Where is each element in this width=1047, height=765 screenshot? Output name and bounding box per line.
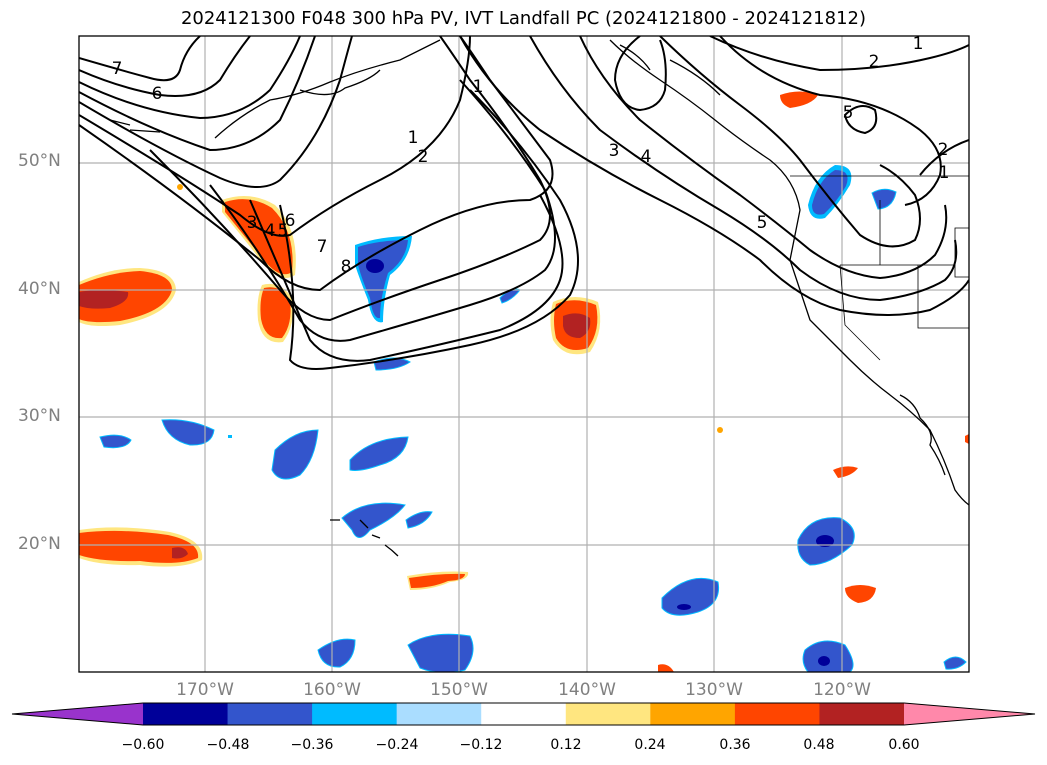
contour-label: 4 [641, 147, 652, 167]
colorbar-extend-high [904, 703, 1035, 725]
colorbar-segment [819, 703, 905, 725]
contour-label: 8 [341, 257, 352, 277]
colorbar-tick-label: −0.60 [121, 737, 165, 753]
lon-tick-label: 140°W [558, 680, 616, 700]
contour-label: 5 [278, 221, 289, 241]
colorbar-segment [396, 703, 482, 725]
colorbar-tick-label: −0.12 [459, 737, 503, 753]
colorbar-tick-label: −0.36 [290, 737, 334, 753]
contour-label: 4 [265, 221, 276, 241]
colorbar-tick-label: −0.24 [375, 737, 419, 753]
colorbar-segment [734, 703, 820, 725]
negative-anomaly-field [99, 165, 967, 672]
lat-tick-label: 20°N [18, 534, 61, 554]
colorbar-segment [565, 703, 651, 725]
positive-anomaly-west-1 [79, 268, 176, 326]
map-frame [78, 35, 970, 673]
colorbar-extend-low [12, 703, 143, 725]
contour-label: 5 [843, 103, 854, 123]
map-title: 2024121300 F048 300 hPa PV, IVT Landfall… [180, 8, 867, 29]
contour-label: 5 [757, 213, 768, 233]
contour-label: 2 [418, 147, 429, 167]
map-panel: 7 6 1 2 3 4 5 6 7 8 1 2 5 4 3 5 2 1 1 [78, 34, 970, 673]
colorbar-tick-label: 0.12 [550, 737, 582, 753]
contour-label: 2 [938, 140, 949, 160]
colorbar-tick-label: 0.60 [888, 737, 920, 753]
contour-label: 2 [869, 52, 880, 72]
colorbar-segment [481, 703, 567, 725]
contour-label-group: 7 6 1 2 3 4 5 6 7 8 1 2 5 4 3 5 2 1 1 [112, 34, 950, 277]
lat-tick-label: 50°N [18, 151, 61, 171]
lon-tick-label: 160°W [303, 680, 361, 700]
colorbar-segment [227, 703, 313, 725]
pv-contours [79, 36, 969, 370]
lon-tick-label: 120°W [813, 680, 871, 700]
contour-label: 1 [473, 77, 484, 97]
colorbar-tick-label: −0.48 [206, 737, 250, 753]
graticule [79, 36, 969, 672]
contour-label: 1 [913, 34, 924, 54]
pv-shading [79, 91, 969, 672]
colorbar-segment [143, 703, 229, 725]
contour-label: 1 [939, 163, 950, 183]
lon-tick-label: 150°W [430, 680, 488, 700]
contour-label: 7 [317, 237, 328, 257]
colorbar-tick-label: 0.36 [719, 737, 751, 753]
colorbar-segment [650, 703, 736, 725]
lat-tick-label: 30°N [18, 406, 61, 426]
colorbar-outline [11, 702, 1036, 726]
lon-tick-label: 170°W [176, 680, 234, 700]
positive-anomaly-small [177, 91, 969, 672]
lat-tick-label: 40°N [18, 279, 61, 299]
contour-label: 3 [609, 141, 620, 161]
contour-label: 6 [152, 84, 163, 104]
colorbar-tick-label: 0.24 [634, 737, 666, 753]
lon-tick-label: 130°W [685, 680, 743, 700]
positive-anomaly-south-1 [79, 527, 203, 567]
contour-label: 1 [408, 128, 419, 148]
contour-label: 7 [112, 59, 123, 79]
contour-label: 6 [285, 211, 296, 231]
contour-label: 3 [247, 213, 258, 233]
coastlines [109, 39, 969, 557]
colorbar-tick-label: 0.48 [803, 737, 835, 753]
colorbar-segment [312, 703, 398, 725]
